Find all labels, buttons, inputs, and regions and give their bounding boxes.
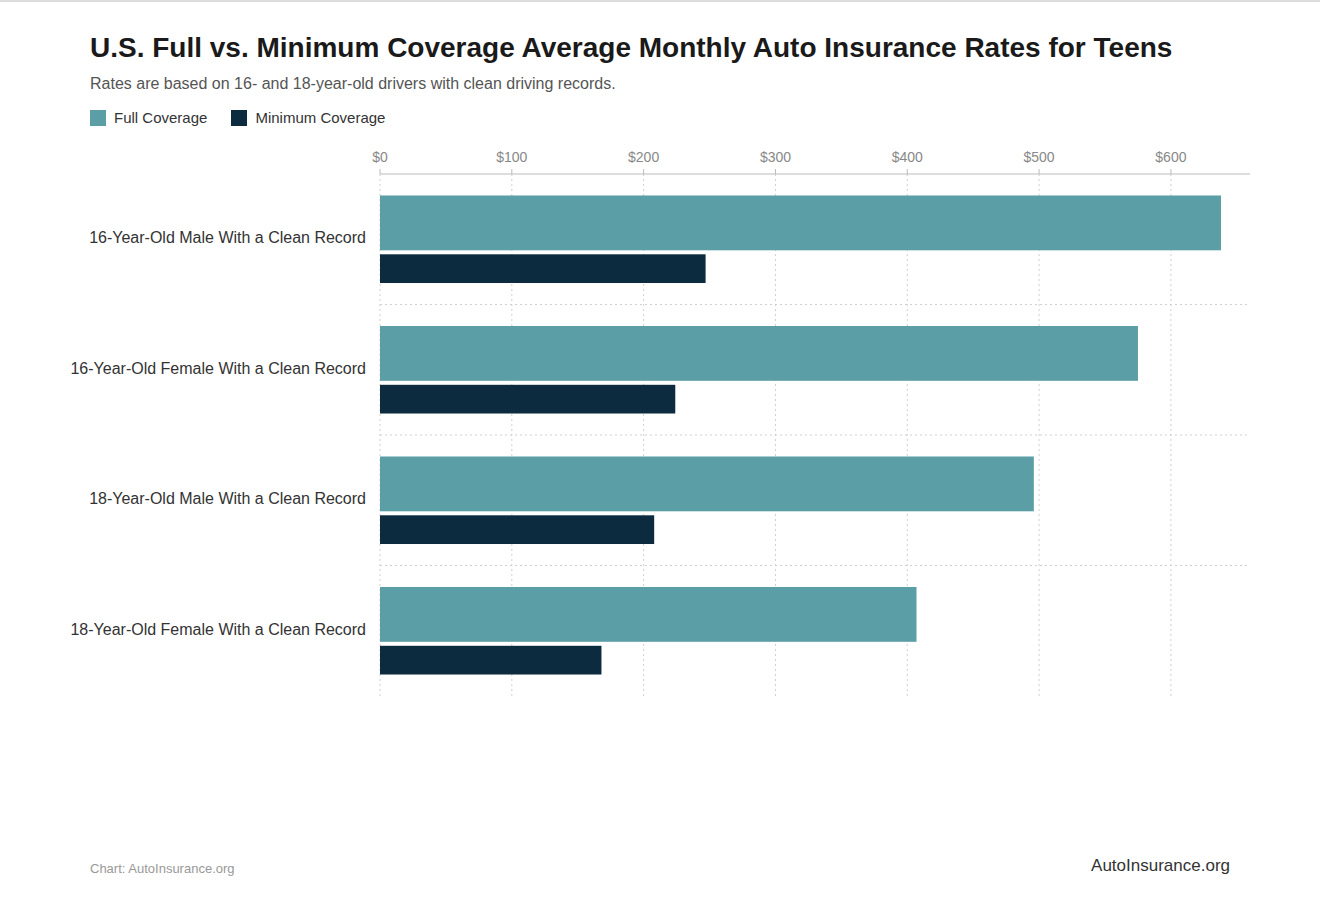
bars	[380, 195, 1221, 674]
group-separator	[380, 435, 1250, 436]
tick-mark	[380, 169, 381, 174]
tick-label: $0	[372, 149, 388, 165]
footer: Chart: AutoInsurance.org AutoInsurance.o…	[90, 856, 1230, 876]
bar	[380, 587, 917, 642]
chart: $0 $100 $200 $300 $400 $500 $600 16-Year-Old Ma…	[0, 126, 1320, 716]
bar	[380, 515, 654, 544]
tick-label: $100	[496, 149, 527, 165]
legend-label: Full Coverage	[114, 109, 207, 126]
x-axis: $0 $100 $200 $300 $400 $500 $600	[372, 149, 1250, 696]
bar	[380, 254, 706, 283]
tick-label: $300	[760, 149, 791, 165]
tick-mark	[907, 169, 908, 174]
category-label: 18-Year-Old Male With a Clean Record	[89, 490, 366, 507]
bar	[380, 385, 675, 414]
tick-mark	[1170, 169, 1171, 174]
tick-mark	[775, 169, 776, 174]
tick-mark	[1039, 169, 1040, 174]
axis-line	[380, 174, 1250, 175]
legend: Full Coverage Minimum Coverage	[90, 109, 1230, 126]
tick-label: $500	[1024, 149, 1055, 165]
bar	[380, 326, 1138, 381]
category-label: 16-Year-Old Female With a Clean Record	[70, 360, 366, 377]
title: U.S. Full vs. Minimum Coverage Average M…	[90, 30, 1190, 65]
plot-area: $0 $100 $200 $300 $400 $500 $600 16-Year-Old Ma…	[70, 149, 1250, 696]
tick-label: $400	[892, 149, 923, 165]
watermark: AutoInsurance.org	[1091, 856, 1230, 876]
grid-line	[1039, 174, 1040, 696]
legend-item: Full Coverage	[90, 109, 207, 126]
legend-swatch	[231, 110, 247, 126]
legend-item: Minimum Coverage	[231, 109, 385, 126]
legend-label: Minimum Coverage	[255, 109, 385, 126]
subtitle: Rates are based on 16- and 18-year-old d…	[90, 75, 1230, 93]
group-separator	[380, 565, 1250, 566]
bar	[380, 195, 1221, 250]
bar	[380, 646, 601, 675]
tick-label: $600	[1155, 149, 1186, 165]
tick-mark	[511, 169, 512, 174]
group-separator	[380, 304, 1250, 305]
category-label: 16-Year-Old Male With a Clean Record	[89, 229, 366, 246]
tick-mark	[643, 169, 644, 174]
legend-swatch	[90, 110, 106, 126]
header: U.S. Full vs. Minimum Coverage Average M…	[0, 0, 1320, 126]
bar	[380, 456, 1034, 511]
source-note: Chart: AutoInsurance.org	[90, 861, 235, 876]
chart-wrap: $0 $100 $200 $300 $400 $500 $600 16-Year-Old Ma…	[0, 126, 1320, 716]
tick-label: $200	[628, 149, 659, 165]
category-label: 18-Year-Old Female With a Clean Record	[70, 621, 366, 638]
